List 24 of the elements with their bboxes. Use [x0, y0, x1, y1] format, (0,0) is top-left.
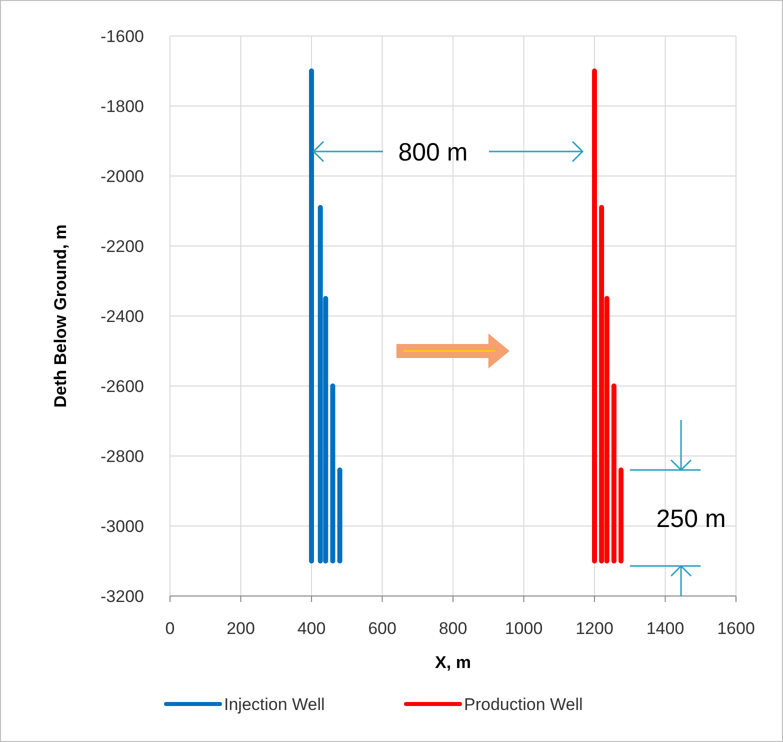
- annotation: 250 m: [656, 505, 726, 533]
- x-tick-label: 200: [226, 619, 255, 638]
- y-tick-label: -1600: [100, 27, 144, 46]
- x-axis-title: X, m: [435, 653, 471, 672]
- legend-label: Production Well: [464, 695, 583, 714]
- x-tick-label: 0: [165, 619, 175, 638]
- y-tick-label: -2400: [100, 307, 144, 326]
- x-tick-label: 400: [297, 619, 326, 638]
- x-tick-label: 1200: [576, 619, 614, 638]
- y-tick-label: -3000: [100, 517, 144, 536]
- x-tick-label: 800: [438, 619, 468, 638]
- y-tick-label: -2600: [100, 377, 144, 396]
- x-tick-label: 1400: [646, 619, 684, 638]
- x-tick-label: 600: [368, 619, 396, 638]
- y-tick-label: -2000: [100, 167, 144, 186]
- x-tick-label: 1000: [504, 619, 543, 638]
- y-tick-label: -2800: [100, 447, 144, 466]
- legend-label: Injection Well: [224, 695, 325, 714]
- y-axis-title: Deth Below Ground, m: [51, 224, 70, 408]
- annotation: 800 m: [398, 138, 468, 166]
- y-tick-label: -2200: [100, 237, 144, 256]
- x-tick-label: 1600: [717, 619, 755, 638]
- y-tick-label: -3200: [100, 587, 144, 606]
- y-tick-label: -1800: [100, 97, 144, 116]
